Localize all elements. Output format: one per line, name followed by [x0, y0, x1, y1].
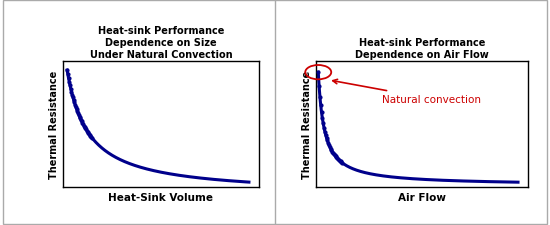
Point [69, 99, 78, 102]
Point [70, 101, 79, 105]
Point [82, 128, 91, 132]
Point [80, 126, 89, 129]
Point [326, 145, 334, 149]
Point [76, 117, 85, 120]
Point [320, 126, 328, 130]
Point [329, 153, 338, 156]
Point [63, 69, 72, 73]
Point [331, 154, 339, 157]
Point [316, 95, 324, 99]
Point [316, 104, 325, 108]
Text: Natural convection: Natural convection [333, 80, 481, 104]
Point [319, 122, 328, 126]
Point [326, 147, 335, 151]
Point [67, 88, 75, 91]
Point [324, 144, 333, 147]
Point [338, 161, 346, 165]
Point [72, 108, 81, 111]
Point [329, 151, 338, 155]
Point [324, 141, 333, 145]
Point [318, 117, 327, 121]
Point [327, 149, 336, 152]
Point [64, 77, 73, 81]
Point [74, 112, 82, 115]
Title: Heat-sink Performance
Dependence on Air Flow: Heat-sink Performance Dependence on Air … [355, 38, 489, 60]
Point [334, 158, 343, 162]
Point [322, 136, 331, 140]
Point [331, 155, 340, 158]
Point [68, 93, 76, 97]
Point [323, 139, 332, 143]
Point [73, 110, 82, 113]
Point [78, 120, 86, 124]
Y-axis label: Thermal Resistance: Thermal Resistance [49, 70, 59, 178]
Point [78, 122, 87, 125]
Point [67, 90, 76, 94]
Point [81, 127, 90, 130]
Point [332, 156, 341, 160]
Point [85, 133, 94, 137]
Point [75, 115, 84, 119]
Point [69, 96, 78, 100]
Point [84, 131, 93, 135]
Point [87, 135, 96, 139]
X-axis label: Heat-Sink Volume: Heat-Sink Volume [108, 192, 213, 202]
Point [87, 136, 96, 140]
Point [315, 85, 323, 88]
Point [65, 81, 74, 84]
Point [72, 106, 80, 109]
Point [85, 133, 94, 136]
Point [314, 71, 323, 75]
Point [63, 73, 72, 77]
Point [336, 160, 345, 164]
Point [328, 150, 337, 154]
Point [333, 157, 342, 160]
Y-axis label: Thermal Resistance: Thermal Resistance [302, 70, 312, 178]
Point [86, 135, 95, 138]
Title: Heat-sink Performance
Dependence on Size
Under Natural Convection: Heat-sink Performance Dependence on Size… [90, 26, 232, 60]
Point [321, 130, 329, 134]
Point [82, 129, 91, 133]
Point [79, 123, 87, 126]
Point [317, 111, 326, 115]
Point [65, 84, 74, 88]
Point [337, 161, 346, 164]
Point [71, 104, 80, 107]
Point [80, 124, 89, 128]
Point [76, 119, 85, 122]
X-axis label: Air Flow: Air Flow [398, 192, 446, 202]
Point [336, 159, 344, 163]
Point [83, 130, 92, 134]
Point [321, 133, 330, 137]
Point [334, 158, 343, 161]
Point [74, 113, 83, 117]
